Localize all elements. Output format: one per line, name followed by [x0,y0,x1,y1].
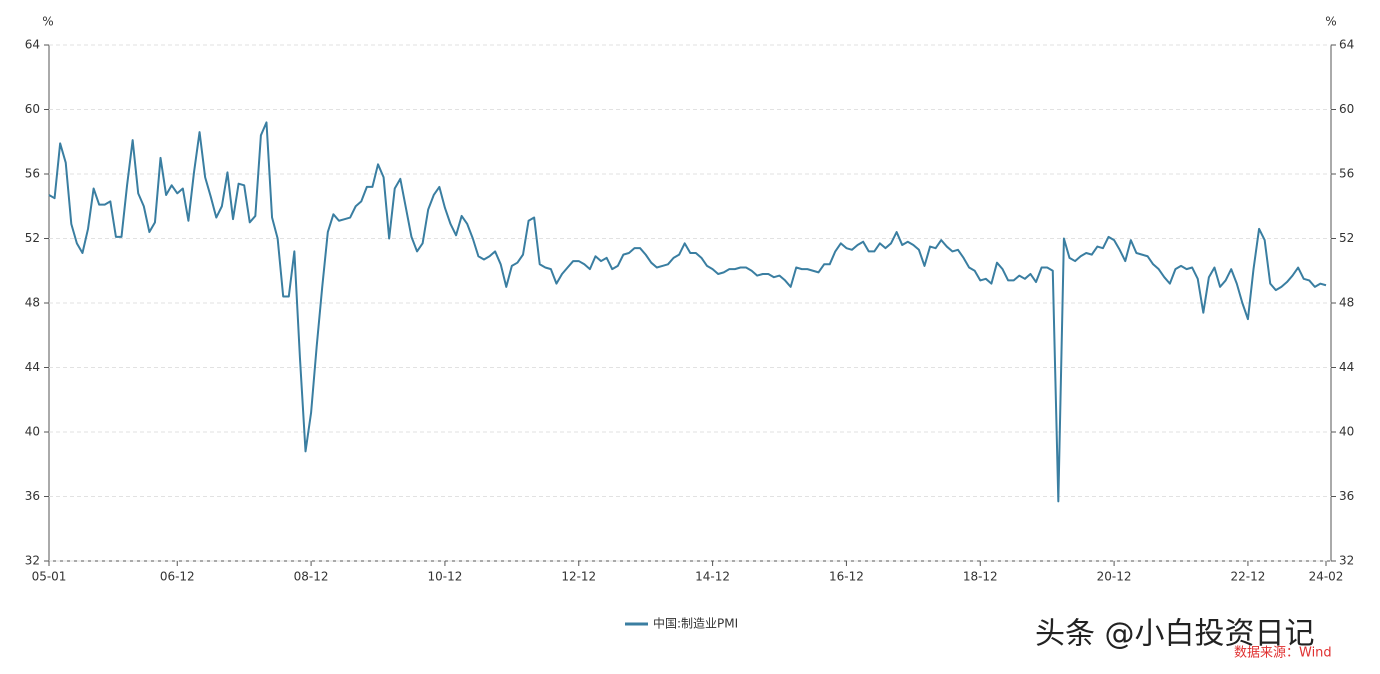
y2-tick-label: 56 [1339,167,1354,181]
x-tick-label: 18-12 [963,570,998,584]
x-tick-label: 12-12 [561,570,596,584]
y-tick-label: 48 [25,296,40,310]
y2-tick-label: 52 [1339,231,1354,245]
x-tick-label: 08-12 [294,570,329,584]
y-tick-label: 44 [25,360,40,374]
x-tick-label: 16-12 [829,570,864,584]
x-tick-label: 05-01 [32,570,67,584]
y2-tick-label: 36 [1339,489,1354,503]
x-tick-label: 14-12 [695,570,730,584]
y2-tick-label: 48 [1339,296,1354,310]
x-tick-label: 06-12 [160,570,195,584]
y-tick-label: 52 [25,231,40,245]
x-tick-label: 24-02 [1309,570,1344,584]
y-tick-label: 40 [25,425,40,439]
y-tick-label: 36 [25,489,40,503]
y-unit: % [42,15,53,29]
y2-tick-label: 60 [1339,102,1354,116]
x-tick-label: 22-12 [1230,570,1265,584]
x-tick-label: 20-12 [1097,570,1132,584]
y2-tick-label: 44 [1339,360,1354,374]
watermark: 头条 @小白投资日记 [1035,617,1315,652]
legend-label: 中国:制造业PMI [653,616,738,631]
x-tick-label: 10-12 [427,570,462,584]
y-tick-label: 56 [25,167,40,181]
y-tick-label: 60 [25,102,40,116]
y2-tick-label: 40 [1339,425,1354,439]
y2-tick-label: 32 [1339,554,1354,568]
y2-tick-label: 64 [1339,38,1354,52]
source: 数据来源：Wind [1234,646,1332,661]
y-tick-label: 64 [25,38,40,52]
line-series [48,121,1327,503]
y-tick-label: 32 [25,554,40,568]
y2-unit: % [1325,15,1336,29]
